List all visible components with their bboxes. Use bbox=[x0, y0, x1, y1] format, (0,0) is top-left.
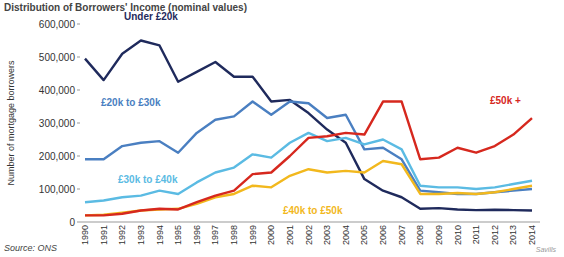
x-tick-label: 2005 bbox=[359, 225, 369, 245]
x-axis-line bbox=[80, 222, 540, 223]
series-line bbox=[85, 102, 532, 194]
credit: Savills bbox=[536, 246, 557, 253]
x-tick-label: 2013 bbox=[508, 225, 518, 245]
series-label: £40k to £50k bbox=[283, 205, 343, 216]
x-tick-label: 1992 bbox=[117, 225, 127, 245]
x-tick-label: 1995 bbox=[173, 225, 183, 245]
y-axis-label: Number of mortgage borrowers bbox=[6, 60, 16, 186]
y-tick bbox=[77, 24, 80, 25]
source-note: Source: ONS bbox=[4, 243, 57, 253]
x-tick-label: 1999 bbox=[248, 225, 258, 245]
x-tick-label: 2009 bbox=[434, 225, 444, 245]
x-tick-label: 2006 bbox=[378, 225, 388, 245]
y-tick-label: 100,000 bbox=[39, 184, 76, 195]
series-line bbox=[85, 161, 532, 215]
x-tick-label: 2003 bbox=[322, 225, 332, 245]
x-tick-label: 2010 bbox=[453, 225, 463, 245]
chart: Distribution of Borrowers' Income (nomin… bbox=[0, 0, 564, 257]
series-line bbox=[85, 133, 532, 202]
x-tick-label: 1998 bbox=[229, 225, 239, 245]
y-tick bbox=[77, 189, 80, 190]
x-tick-label: 2011 bbox=[471, 225, 481, 244]
y-tick bbox=[77, 222, 80, 223]
y-tick-label: 500,000 bbox=[39, 52, 76, 63]
series-label: £50k + bbox=[490, 95, 521, 106]
y-tick-label: 200,000 bbox=[39, 151, 76, 162]
x-tick-label: 1991 bbox=[99, 225, 109, 245]
y-tick-label: 0 bbox=[69, 217, 75, 228]
x-tick-label: 2002 bbox=[304, 225, 314, 245]
x-tick-label: 2000 bbox=[266, 225, 276, 245]
y-tick-label: 600,000 bbox=[39, 19, 76, 30]
x-tick-label: 2007 bbox=[397, 225, 407, 245]
x-tick-label: 2004 bbox=[341, 225, 351, 245]
x-tick-label: 1994 bbox=[155, 225, 165, 245]
x-tick-label: 1990 bbox=[80, 225, 90, 245]
x-tick-label: 2008 bbox=[415, 225, 425, 245]
x-tick-label: 1996 bbox=[192, 225, 202, 245]
x-tick-label: 1997 bbox=[210, 225, 220, 245]
y-tick bbox=[77, 90, 80, 91]
x-tick-label: 2014 bbox=[527, 225, 537, 245]
series-line bbox=[85, 41, 532, 211]
y-tick bbox=[77, 57, 80, 58]
y-tick-label: 400,000 bbox=[39, 85, 76, 96]
y-tick bbox=[77, 123, 80, 124]
series-label: £30k to £40k bbox=[118, 174, 178, 185]
series-line bbox=[85, 102, 532, 216]
x-tick-label: 1993 bbox=[136, 225, 146, 245]
series-label: Under £20k bbox=[124, 11, 178, 22]
y-tick bbox=[77, 156, 80, 157]
plot-area bbox=[85, 41, 532, 216]
x-tick-label: 2001 bbox=[285, 225, 295, 245]
y-tick-label: 300,000 bbox=[39, 118, 76, 129]
series-label: £20k to £30k bbox=[101, 97, 161, 108]
x-tick-label: 2012 bbox=[490, 225, 500, 245]
